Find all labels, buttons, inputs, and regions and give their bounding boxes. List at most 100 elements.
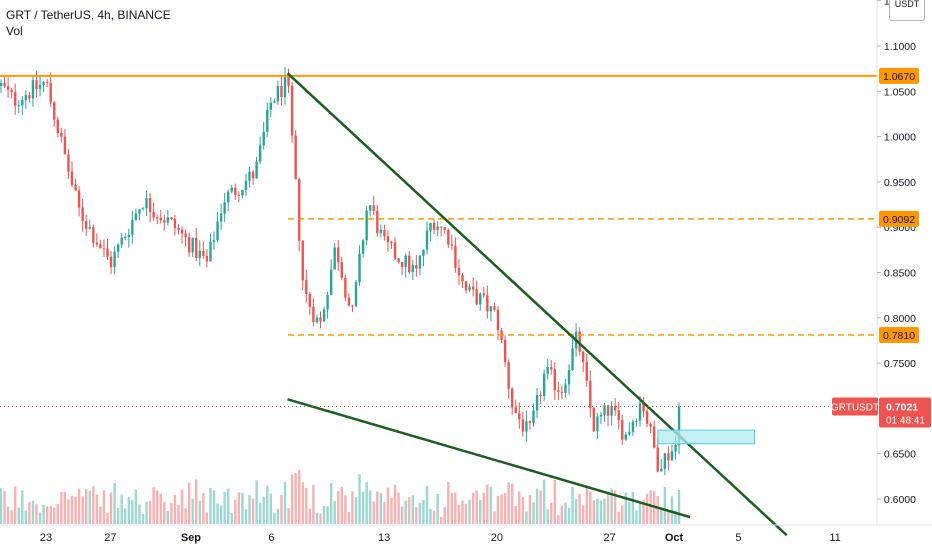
volume-bar	[386, 487, 390, 524]
candle-body	[613, 405, 617, 411]
volume-bar	[574, 498, 578, 524]
volume-bar	[134, 489, 138, 524]
candle-body	[305, 280, 308, 295]
volume-bar	[67, 499, 70, 524]
price-tick-label: 1.0500	[884, 86, 916, 98]
candle-body	[461, 275, 464, 282]
candle-body	[450, 244, 454, 246]
volume-bar	[234, 499, 237, 524]
volume-bar	[369, 490, 372, 524]
volume-bar	[141, 513, 145, 524]
candle-body	[464, 281, 468, 291]
price-axis-background	[877, 0, 932, 525]
volume-bar	[393, 484, 397, 524]
candle-body	[319, 317, 322, 322]
volume-bar	[642, 499, 645, 524]
candle-body	[628, 431, 631, 435]
candle-body	[624, 434, 627, 440]
volume-bar	[532, 502, 535, 524]
candle-body	[3, 82, 6, 87]
candle-body	[329, 269, 333, 295]
volume-bar	[170, 503, 173, 524]
trendline-lower	[287, 398, 691, 519]
candle-body	[85, 220, 88, 229]
candle-body	[656, 447, 659, 472]
candle-body	[589, 380, 592, 408]
candle-body	[361, 240, 365, 254]
candle-body	[315, 317, 319, 323]
volume-bar	[294, 473, 297, 524]
candle-body	[322, 309, 326, 322]
volume-bar	[28, 501, 31, 524]
volume-bar	[81, 496, 84, 524]
candle-body	[38, 84, 42, 89]
volume-bar	[241, 492, 244, 524]
candle-body	[180, 229, 184, 234]
volume-bar	[613, 490, 617, 524]
candle-body	[557, 390, 560, 392]
volume-bar	[582, 505, 585, 524]
countdown-label: 01:48:41	[886, 415, 925, 426]
candle-body	[386, 236, 390, 243]
volume-bar	[166, 511, 170, 524]
candle-body	[134, 213, 138, 220]
volume-bar	[432, 510, 436, 524]
volume-bar	[518, 491, 521, 524]
volume-bar	[599, 500, 603, 524]
candle-body	[124, 237, 127, 239]
volume-bar	[489, 486, 493, 524]
candle-body	[479, 293, 482, 305]
time-axis[interactable]: 23 27 Sep 6 13 20 27 Oct 5 11	[40, 532, 841, 544]
volume-bar	[287, 508, 290, 524]
candle-body	[241, 189, 244, 196]
currency-label[interactable]: USDT	[889, 0, 925, 21]
candle-body	[184, 233, 187, 238]
volume-bar	[290, 474, 294, 524]
volume-bar	[468, 499, 471, 524]
candle-body	[454, 245, 457, 268]
candle-body	[606, 405, 610, 416]
volume-bar	[656, 495, 659, 524]
volume-bar	[3, 491, 6, 524]
candle-body	[0, 82, 3, 86]
volume-bar	[514, 506, 517, 524]
candle-body	[376, 210, 379, 234]
candle-body	[237, 194, 241, 196]
time-tick-label: 13	[378, 532, 390, 544]
time-tick-label: 11	[829, 532, 840, 544]
volume-bar	[589, 491, 592, 524]
volume-bar	[610, 488, 613, 524]
volume-bar	[436, 493, 439, 524]
volume-bar	[585, 485, 588, 524]
candle-body	[333, 247, 336, 270]
volume-bar	[550, 502, 553, 524]
volume-bar	[471, 492, 475, 524]
candle-body	[209, 241, 212, 262]
candle-body	[546, 367, 549, 374]
candle-body	[273, 101, 276, 103]
candle-body	[219, 213, 223, 222]
candle-body	[436, 226, 439, 230]
candle-body	[63, 136, 67, 155]
volume-bar	[251, 498, 255, 524]
candle-body	[653, 426, 656, 448]
candle-body	[95, 242, 99, 245]
volume-label: Vol	[6, 24, 23, 38]
volume-bar	[205, 512, 209, 524]
candle-body	[109, 256, 113, 268]
candle-body	[67, 154, 70, 172]
volume-bar	[195, 479, 198, 524]
volume-bar	[422, 500, 425, 524]
volume-bar	[617, 511, 620, 524]
last-price-label: 0.7021	[886, 401, 918, 413]
candle-body	[116, 244, 120, 252]
candle-body	[425, 230, 429, 250]
candle-body	[49, 82, 52, 103]
candle-body	[127, 234, 130, 238]
volume-bar	[464, 503, 468, 524]
candle-body	[45, 81, 49, 83]
price-tick-label: 0.8500	[884, 268, 916, 280]
candle-body	[631, 421, 635, 432]
volume-bar	[677, 490, 681, 524]
